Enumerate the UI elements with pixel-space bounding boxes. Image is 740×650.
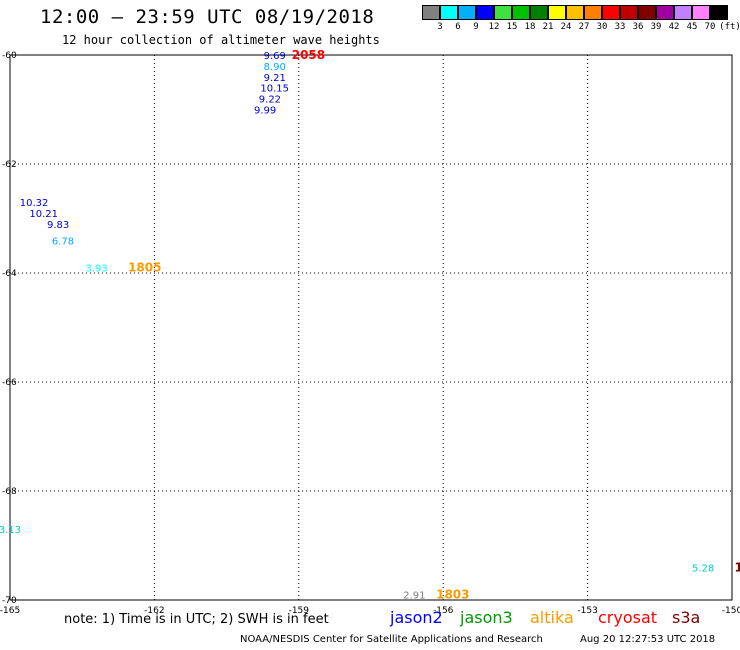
y-tick-label: -66 <box>2 378 17 388</box>
wave-height-value: 2.91 <box>403 591 425 602</box>
x-tick-label: -165 <box>0 606 20 616</box>
y-tick-label: -62 <box>2 160 17 170</box>
x-tick-label: -162 <box>144 606 164 616</box>
wave-height-value: 6.78 <box>52 236 74 247</box>
scale-swatch <box>476 5 494 20</box>
scale-swatch <box>458 5 476 20</box>
wave-height-value: 9.21 <box>264 73 286 84</box>
scale-swatch <box>494 5 512 20</box>
satellite-legend-s3a: s3a <box>672 608 701 627</box>
scale-label: 36 <box>632 22 644 32</box>
x-tick-label: -156 <box>433 606 454 616</box>
satellite-legend-jason3: jason3 <box>460 608 513 627</box>
wave-height-value: 3.93 <box>86 264 108 275</box>
footer-note: note: 1) Time is in UTC; 2) SWH is in fe… <box>64 612 329 627</box>
scale-label: 45 <box>686 22 698 32</box>
wave-height-value: 3.13 <box>0 525 21 536</box>
scale-swatch <box>638 5 656 20</box>
chart-title: 12:00 – 23:59 UTC 08/19/2018 <box>40 6 375 28</box>
y-tick-label: -60 <box>2 51 17 61</box>
scale-label: 70 <box>704 22 716 32</box>
wave-height-value: 9.22 <box>259 95 281 106</box>
scale-swatch <box>422 5 440 20</box>
scale-swatch <box>548 5 566 20</box>
pass-time-label: 1831 <box>735 560 740 574</box>
y-tick-label: -70 <box>2 596 17 606</box>
scale-label: 6 <box>455 22 461 32</box>
scale-swatch <box>674 5 692 20</box>
pass-time-label: 1805 <box>128 261 161 275</box>
scale-label: 39 <box>650 22 662 32</box>
satellite-legend-cryosat: cryosat <box>598 608 658 627</box>
pass-time-label: 1803 <box>436 588 469 602</box>
scale-label: 21 <box>542 22 554 32</box>
y-tick-label: -68 <box>2 487 17 497</box>
scale-swatch <box>566 5 584 20</box>
pass-time-label: 2058 <box>292 48 325 62</box>
scale-label: 27 <box>578 22 590 32</box>
scale-swatch <box>584 5 602 20</box>
satellite-legend-jason2: jason2 <box>390 608 443 627</box>
wave-height-value: 9.69 <box>264 51 286 62</box>
scale-label: 24 <box>560 22 572 32</box>
wave-height-value: 9.83 <box>47 220 69 231</box>
scale-swatch <box>512 5 530 20</box>
scale-label: 30 <box>596 22 608 32</box>
wave-height-value: 10.32 <box>20 198 49 209</box>
scale-swatch <box>692 5 710 20</box>
wave-height-value: 9.99 <box>254 106 276 117</box>
x-tick-label: -159 <box>289 606 310 616</box>
scale-unit: (ft) <box>719 22 740 32</box>
satellite-legend-altika: altika <box>530 608 574 627</box>
credit-text: NOAA/NESDIS Center for Satellite Applica… <box>240 634 543 645</box>
generated-timestamp: Aug 20 12:27:53 UTC 2018 <box>580 634 716 645</box>
scale-swatch <box>530 5 548 20</box>
wave-height-value: 8.90 <box>264 62 286 73</box>
x-tick-label: -153 <box>577 606 597 616</box>
scale-label: 3 <box>437 22 443 32</box>
chart-subtitle: 12 hour collection of altimeter wave hei… <box>62 33 380 47</box>
wave-height-value: 5.28 <box>692 563 714 574</box>
scale-swatch <box>710 5 728 20</box>
scale-label: 15 <box>506 22 518 32</box>
scale-swatch <box>620 5 638 20</box>
wave-height-value: 10.21 <box>29 209 58 220</box>
scale-swatch <box>440 5 458 20</box>
y-tick-label: -64 <box>2 269 17 279</box>
scale-label: 18 <box>524 22 536 32</box>
wave-height-value: 10.15 <box>260 84 289 95</box>
x-tick-label: -150 <box>722 606 740 616</box>
scale-swatch <box>602 5 620 20</box>
scale-label: 33 <box>614 22 626 32</box>
plot-frame <box>9 54 733 601</box>
scale-label: 12 <box>488 22 500 32</box>
scale-label: 9 <box>473 22 479 32</box>
scale-label: 42 <box>668 22 680 32</box>
scale-swatch <box>656 5 674 20</box>
